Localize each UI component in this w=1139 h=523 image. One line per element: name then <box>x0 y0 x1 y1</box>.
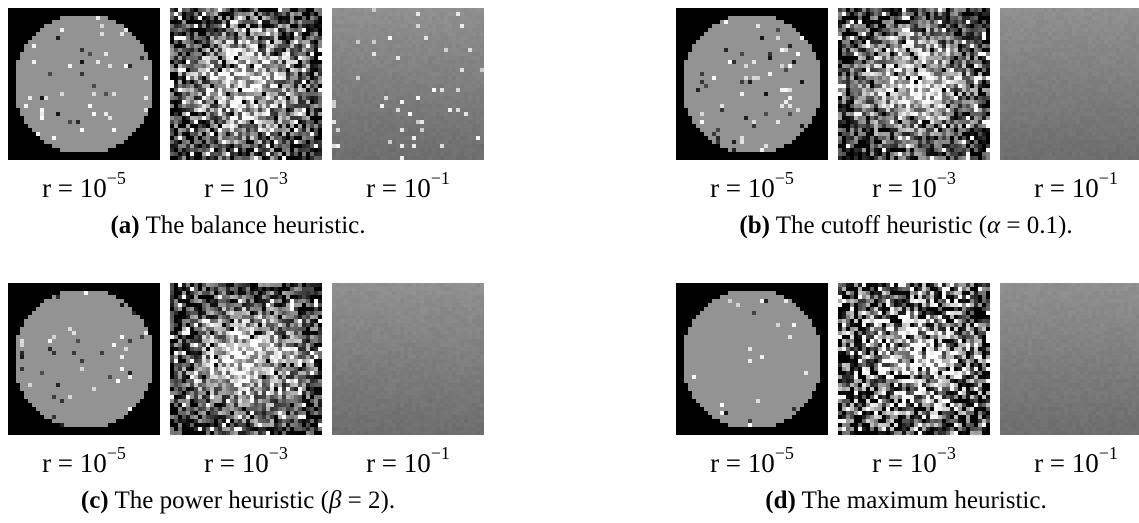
r-label-c-1: r = 10−5 <box>42 443 126 478</box>
image-a-2 <box>170 8 322 160</box>
image-c-1 <box>8 283 160 435</box>
image-b-3 <box>1000 8 1139 160</box>
subfigure-a: r = 10−5 r = 10−3 r = 10−1 (a) The balan… <box>8 8 484 248</box>
subfigure-c: r = 10−5 r = 10−3 r = 10−1 (c) The power… <box>8 283 484 523</box>
r-label-b-1: r = 10−5 <box>710 168 794 203</box>
caption-a: (a) The balance heuristic. <box>110 212 366 239</box>
image-d-1 <box>676 283 828 435</box>
r-label-a-3: r = 10−1 <box>366 168 450 203</box>
subfigure-d: r = 10−5 r = 10−3 r = 10−1 (d) The maxim… <box>676 283 1139 523</box>
image-d-3 <box>1000 283 1139 435</box>
image-b-2 <box>838 8 990 160</box>
image-a-1 <box>8 8 160 160</box>
r-label-c-2: r = 10−3 <box>204 443 288 478</box>
caption-d: (d) The maximum heuristic. <box>765 487 1047 514</box>
image-c-2 <box>170 283 322 435</box>
caption-b: (b) The cutoff heuristic (α = 0.1). <box>739 212 1073 239</box>
r-label-b-3: r = 10−1 <box>1034 168 1118 203</box>
r-label-a-2: r = 10−3 <box>204 168 288 203</box>
subfigure-b: r = 10−5 r = 10−3 r = 10−1 (b) The cutof… <box>676 8 1139 248</box>
r-label-b-2: r = 10−3 <box>872 168 956 203</box>
image-c-3 <box>332 283 484 435</box>
r-label-d-3: r = 10−1 <box>1034 443 1118 478</box>
image-b-1 <box>676 8 828 160</box>
r-label-d-1: r = 10−5 <box>710 443 794 478</box>
image-d-2 <box>838 283 990 435</box>
r-label-a-1: r = 10−5 <box>42 168 126 203</box>
caption-c: (c) The power heuristic (β = 2). <box>80 487 396 514</box>
r-label-c-3: r = 10−1 <box>366 443 450 478</box>
r-label-d-2: r = 10−3 <box>872 443 956 478</box>
image-a-3 <box>332 8 484 160</box>
